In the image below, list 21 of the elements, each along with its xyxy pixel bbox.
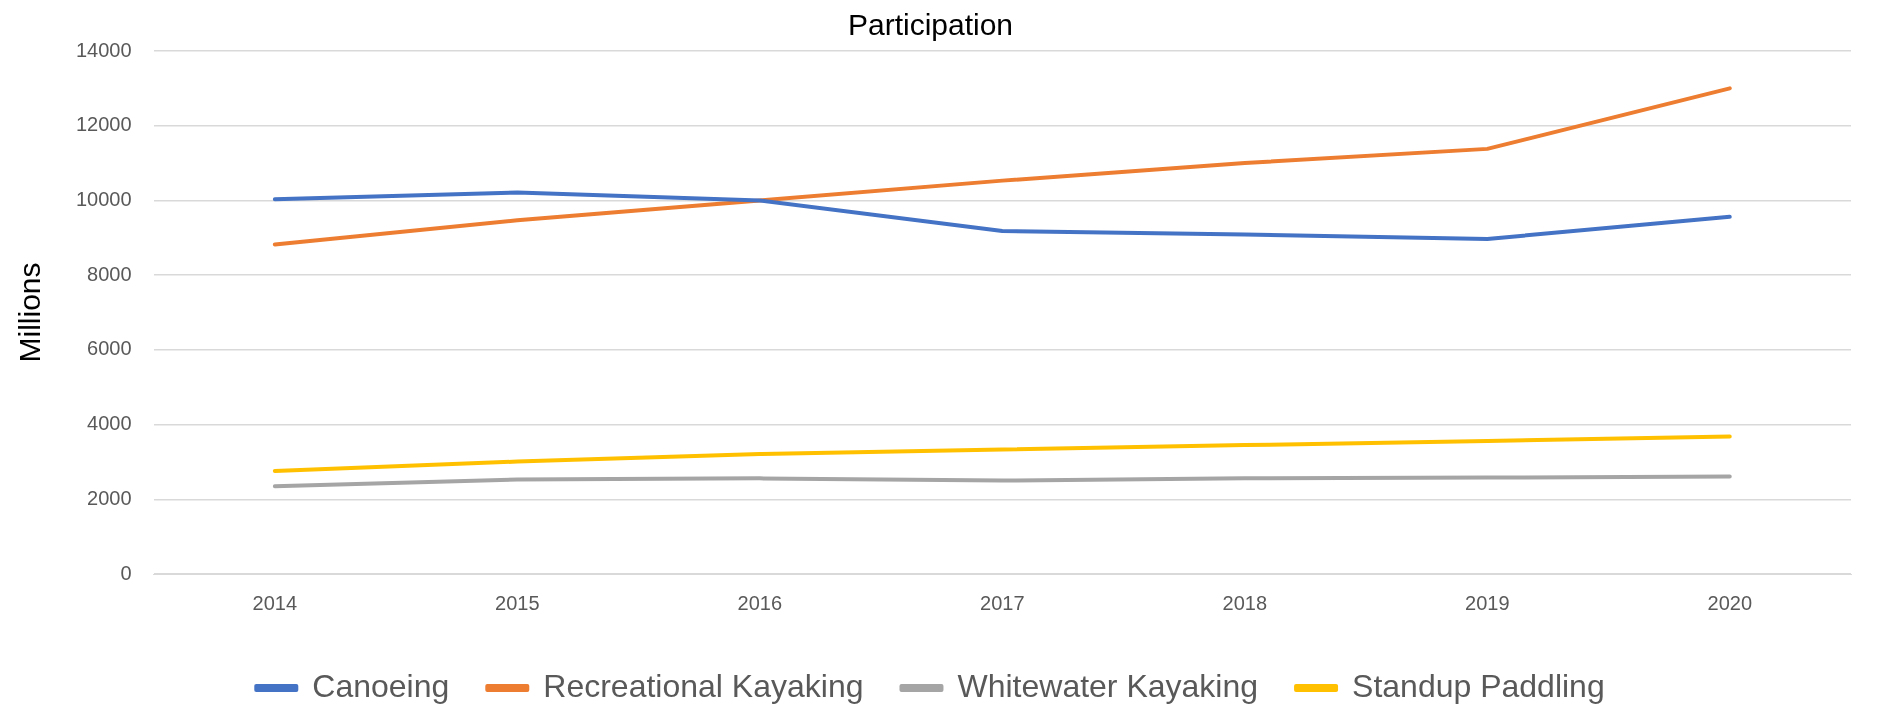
- y-tick-label: 4000: [87, 412, 132, 435]
- x-tick-label: 2020: [1707, 591, 1753, 614]
- legend-label: Recreational Kayaking: [543, 667, 864, 704]
- y-tick-label: 0: [120, 561, 132, 584]
- y-tick-label: 6000: [87, 337, 132, 360]
- y-axis-title: Millions: [13, 262, 47, 363]
- legend-label: Whitewater Kayaking: [957, 667, 1259, 704]
- y-tick-label: 10000: [75, 187, 132, 210]
- legend-label: Canoeing: [312, 667, 450, 704]
- x-tick-label: 2015: [495, 591, 540, 614]
- y-tick-label: 14000: [75, 38, 132, 61]
- legend-label: Standup Paddling: [1352, 667, 1605, 704]
- x-tick-label: 2014: [252, 591, 298, 614]
- x-tick-label: 2016: [737, 591, 783, 614]
- chart-title: Participation: [847, 8, 1014, 42]
- x-tick-label: 2017: [980, 591, 1025, 614]
- x-tick-label: 2019: [1465, 591, 1510, 614]
- y-tick-label: 8000: [87, 262, 132, 285]
- y-tick-label: 2000: [87, 486, 132, 509]
- x-tick-label: 2018: [1222, 591, 1268, 614]
- y-tick-label: 12000: [75, 113, 132, 136]
